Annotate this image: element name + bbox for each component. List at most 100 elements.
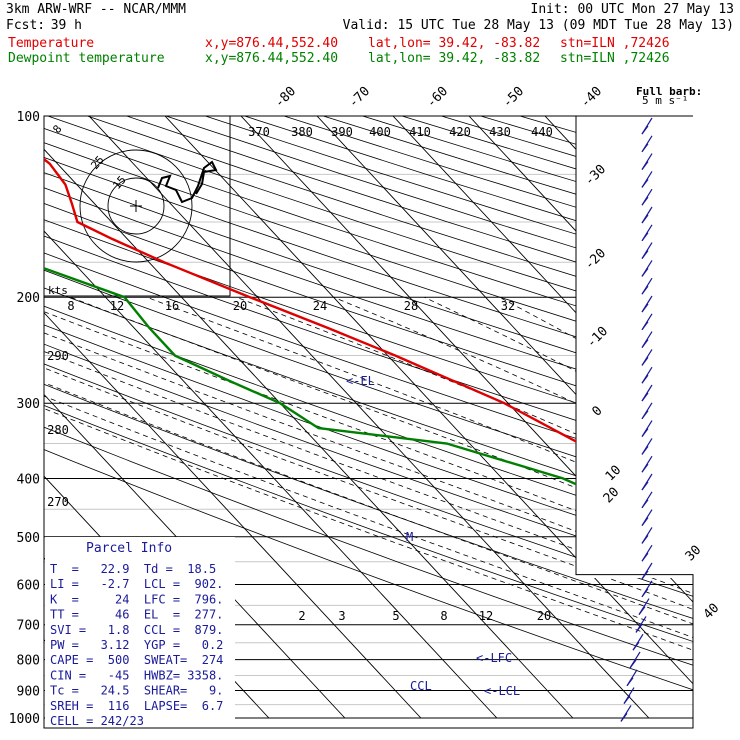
wind-barb-flag [623,695,631,704]
wind-barb-flag [620,713,628,722]
theta-e-label: 390 [331,125,353,139]
wind-barb-flag [641,517,649,526]
isotherm-top-label: -40 [578,84,605,111]
moist-adiabat [70,296,693,719]
hodograph-speed-label: 32 [501,299,515,313]
temperature-legend: Temperature [8,36,94,51]
dewpoint-legend: Dewpoint temperature [8,51,165,66]
wind-barb-flag [641,339,649,348]
theta-e-label: 430 [489,125,511,139]
pressure-tick-label: 600 [17,578,40,593]
forecast-hour: 39 h [51,18,82,33]
wind-barb-flag [641,499,649,509]
mixing-ratio-label: 8 [440,609,447,623]
dry-adiabat [44,116,693,728]
dry-adiabat [44,116,693,728]
wind-barb-flag [641,303,649,313]
temp-xy: x,y=876.44,552.40 [205,36,338,51]
dew-xy: x,y=876.44,552.40 [205,51,338,66]
pressure-tick-label: 700 [17,619,40,634]
mixing-ratio-label: 3 [338,609,345,623]
dry-adiabat [44,116,693,728]
dry-adiabat [323,116,693,728]
parcel-annotation: M [406,530,413,544]
isotherm-top-label: -80 [272,84,299,111]
dry-adiabat [401,116,693,728]
full-barb-label: Full barb: [636,85,702,98]
dry-adiabat [165,116,693,728]
mixing-ratio-label: 5 [392,609,399,623]
hodograph-speed-label: 16 [165,299,179,313]
pressure-tick-label: 500 [17,531,40,546]
hodograph-ring [79,149,193,263]
dry-adiabat [44,116,693,728]
parcel-row: CAPE = 500 SWEAT= 274 [50,653,223,667]
temp-station: stn=ILN ,72426 [560,36,670,51]
dry-adiabat [44,116,693,728]
dry-adiabat [441,116,693,728]
wind-barb-flag [641,161,649,170]
full-barb-unit: 5 m s⁻¹ [642,94,688,107]
hodograph-trace [157,160,218,204]
dry-adiabat [44,116,693,728]
wind-barb-flag [641,250,649,259]
wind-barb-flag [641,588,649,598]
isotherm-line [697,116,740,718]
isotherm-right-label: -30 [582,162,609,189]
isotherm-top-label: -50 [500,84,527,111]
temp-latlon: lat,lon= 39.42, -83.82 [368,36,540,51]
wind-barbs [620,117,653,722]
valid-time: Valid: 15 UTC Tue 28 May 13 (09 MDT Tue … [343,18,734,33]
dry-adiabat [44,116,693,728]
pressure-tick-label: 900 [17,684,40,699]
wind-barb-flag [641,321,649,331]
theta-label: 280 [47,423,69,437]
moist-adiabat [499,296,693,719]
hodograph-box [43,115,231,297]
theta-e-label: 440 [531,125,553,139]
isotherm-right-label: 30 [683,543,705,565]
parcel-row: TT = 46 EL = 277. [50,608,223,622]
isotherm-right-label: -10 [584,324,611,351]
dew-latlon: lat,lon= 39.42, -83.82 [368,51,540,66]
theta-e-label: 370 [248,125,270,139]
isotherm-line [44,116,498,719]
moist-adiabat [236,296,693,719]
theta-label: 290 [47,349,69,363]
pressure-tick-label: 100 [17,110,40,125]
dry-adiabat [283,116,693,728]
isotherm-right-label: 40 [701,601,723,623]
pressure-tick-label: 200 [17,291,40,306]
dry-adiabat [44,116,693,728]
hodograph-units: kts [48,284,68,297]
wind-barb-flag [641,143,649,153]
parcel-row: SVI = 1.8 CCL = 879. [50,623,223,637]
dry-adiabat [44,116,693,728]
mixing-ratio-line [715,584,740,718]
isotherm-line [164,116,693,719]
hodograph-ring [107,177,165,235]
hodograph-corner-label: 8 [50,122,64,135]
pressure-tick-label: 300 [17,397,40,412]
wind-barb-flag [632,641,640,651]
wind-barb-flag [641,392,649,402]
wind-barb-flag [641,463,649,473]
moist-adiabat [44,296,693,719]
parcel-row: K = 24 LFC = 796. [50,592,223,606]
wind-barb-flag [641,125,649,135]
hodograph-speed-label: 20 [233,299,247,313]
parcel-box-background [45,537,235,723]
wind-barb-flag [641,268,649,277]
parcel-row: SREH = 116 LAPSE= 6.7 [50,699,223,713]
dry-adiabat [44,116,693,728]
parcel-row: CELL = 242/23 [50,714,144,728]
isotherm-right-label: 0 [589,403,605,419]
dry-adiabat [44,116,693,728]
parcel-info-box: Parcel Info T = 22.9 Td = 18.5LI = -2.7 L… [45,537,235,728]
mixing-ratio-label: 2 [298,609,305,623]
wind-barb-flag [641,570,649,580]
parcel-annotation: <-LCL [484,684,520,698]
isotherm-top-label: -60 [424,84,451,111]
dry-adiabat [205,116,693,728]
wind-barb-flag [641,374,649,384]
